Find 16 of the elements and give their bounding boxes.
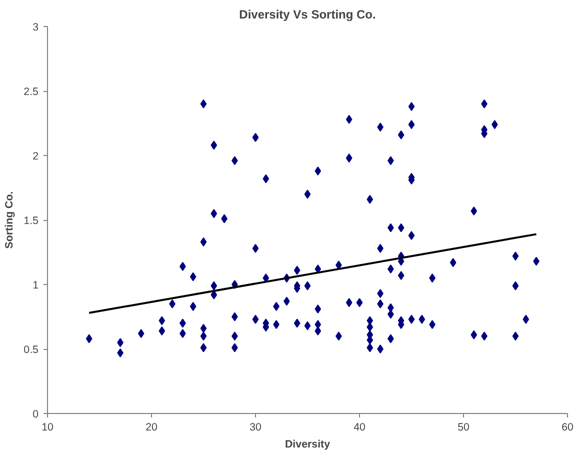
y-axis-title: Sorting Co.: [4, 191, 16, 249]
y-tick-label: 2: [32, 150, 39, 162]
x-tick-label: 20: [146, 422, 158, 434]
chart-title: Diversity Vs Sorting Co.: [239, 8, 376, 22]
y-tick-label: 0.5: [24, 344, 39, 356]
y-tick-label: 0: [32, 408, 39, 420]
y-tick-label: 2.5: [24, 86, 39, 98]
y-tick-label: 1.5: [24, 215, 39, 227]
y-tick-label: 1: [32, 280, 39, 292]
x-tick-label: 50: [458, 422, 470, 434]
x-tick-label: 30: [250, 422, 262, 434]
x-axis-title: Diversity: [284, 438, 330, 450]
x-tick-label: 10: [42, 422, 54, 434]
x-tick-label: 60: [562, 422, 574, 434]
x-tick-label: 40: [354, 422, 366, 434]
y-tick-label: 3: [32, 22, 39, 34]
